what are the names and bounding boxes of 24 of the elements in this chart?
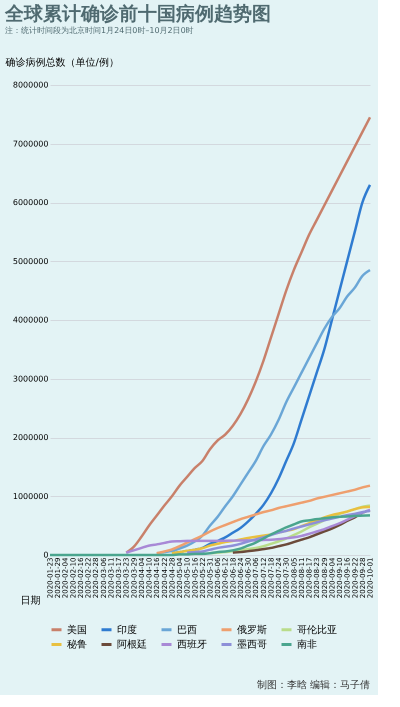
legend-label: 印度	[117, 624, 137, 636]
text: 制图：李晗 编辑：马子倩	[256, 679, 370, 691]
y-tick-label: 0	[43, 550, 48, 560]
legend-label: 墨西哥	[237, 640, 267, 650]
chart-title: 全球累计确诊前十国病例趋势图	[4, 3, 271, 25]
legend-label: 南非	[297, 638, 317, 650]
y-tick-label: 2000000	[12, 433, 48, 442]
y-axis-title: 确诊病例总数（单位/例）	[4, 56, 119, 68]
legend-label: 哥伦比亚	[297, 624, 337, 636]
legend-label: 美国	[67, 624, 87, 636]
y-tick-label: 4000000	[12, 316, 48, 324]
legend-label: 秘鲁	[67, 638, 87, 650]
y-tick-label: 5000000	[12, 256, 48, 266]
legend-label: 俄罗斯	[237, 624, 267, 636]
y-tick-label: 6000000	[12, 198, 48, 207]
y-tick-label: 7000000	[12, 139, 48, 148]
y-tick-label: 1000000	[12, 492, 48, 501]
y-tick-label: 3000000	[12, 374, 48, 384]
chart-subtitle: 注：统计时间段为北京时间1月24日0时–10月2日0时	[5, 26, 194, 35]
legend-label: 巴西	[177, 624, 197, 636]
legend-label: 西班牙	[177, 638, 207, 650]
legend-label: 阿根廷	[117, 638, 147, 650]
y-tick-label: 8000000	[12, 80, 48, 90]
x-axis-title: 日期	[20, 594, 40, 606]
